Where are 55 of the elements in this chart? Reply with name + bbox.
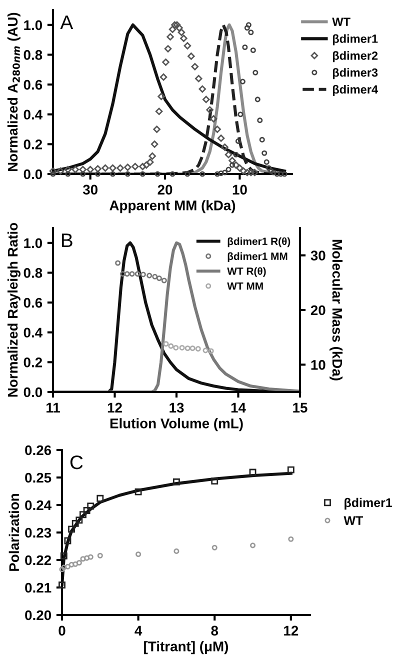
x-tick-label: 20: [158, 184, 172, 195]
y-tick-label: 0.25: [25, 472, 52, 483]
annotation: A: [60, 16, 74, 30]
y-tick-label: 0.0: [24, 387, 42, 398]
legend-label: WT R(θ): [227, 267, 266, 277]
legend-label: WT MM: [227, 282, 263, 290]
legend-label: βdimer1 MM: [228, 252, 288, 262]
x-tick-label: 12: [284, 626, 298, 636]
y-axis-title: Normalized A$_{280nm}$ (AU): [7, 12, 20, 171]
annotation: B: [62, 234, 72, 248]
y-tick-label: 0.6: [24, 298, 42, 308]
y2-axis-title: Molecular Mass (kDa): [330, 240, 343, 380]
x-tick-label: 10: [232, 184, 247, 195]
y-axis-title: Normalized Rayleigh Ratio: [7, 222, 20, 397]
y2-tick-label: 10: [311, 360, 326, 370]
x-axis-title: Elution Volume (mL): [110, 418, 243, 432]
y-tick-label: 0.2: [24, 140, 42, 150]
y-tick-label: 0.8: [24, 50, 42, 60]
x-tick-label: 4: [134, 626, 142, 636]
legend-label: βdimer3: [332, 68, 378, 80]
x-tick-label: 14: [231, 402, 246, 412]
legend-label: βdimer1 R(θ): [228, 237, 290, 248]
y-axis-title: Polarization: [8, 494, 20, 571]
x-axis-title: [Titrant] (μM): [144, 641, 228, 654]
annotation: C: [70, 455, 83, 470]
y-tick-label: 0.26: [25, 445, 52, 456]
y-tick-label: 0.0: [24, 169, 42, 180]
y2-tick-label: 20: [310, 305, 326, 316]
y-tick-label: 0.21: [25, 582, 52, 593]
y-tick-label: 0.20: [25, 610, 52, 620]
x-tick-label: 15: [293, 402, 308, 413]
x-tick-label: 12: [108, 402, 122, 412]
y-tick-label: 0.4: [24, 328, 43, 338]
y2-tick-label: 30: [310, 250, 326, 261]
x-axis-title: Apparent MM (kDa): [110, 200, 236, 214]
y-tick-label: 0.4: [24, 110, 43, 120]
y-tick-label: 0.6: [24, 80, 42, 90]
legend-label: βdimer2: [332, 51, 378, 62]
y-tick-label: 1.0: [24, 20, 42, 30]
legend-label: βdimer1: [344, 498, 392, 510]
y-tick-label: 0.2: [24, 358, 42, 368]
x-tick-label: 11: [46, 402, 60, 412]
y-tick-label: 0.23: [25, 528, 52, 538]
x-tick-label: 8: [211, 626, 218, 636]
legend-label: WT: [332, 18, 350, 26]
legend-label: βdimer4: [332, 84, 378, 96]
legend-label: βdimer1: [332, 34, 378, 46]
y-tick-label: 1.0: [24, 238, 42, 248]
y-tick-label: 0.24: [25, 500, 52, 510]
legend-label: WT: [344, 516, 364, 525]
y-tick-label: 0.22: [25, 555, 52, 566]
y-tick-label: 0.8: [24, 268, 42, 278]
x-tick-label: 0: [58, 626, 66, 636]
x-tick-label: 13: [170, 402, 184, 413]
x-tick-label: 30: [82, 184, 98, 195]
